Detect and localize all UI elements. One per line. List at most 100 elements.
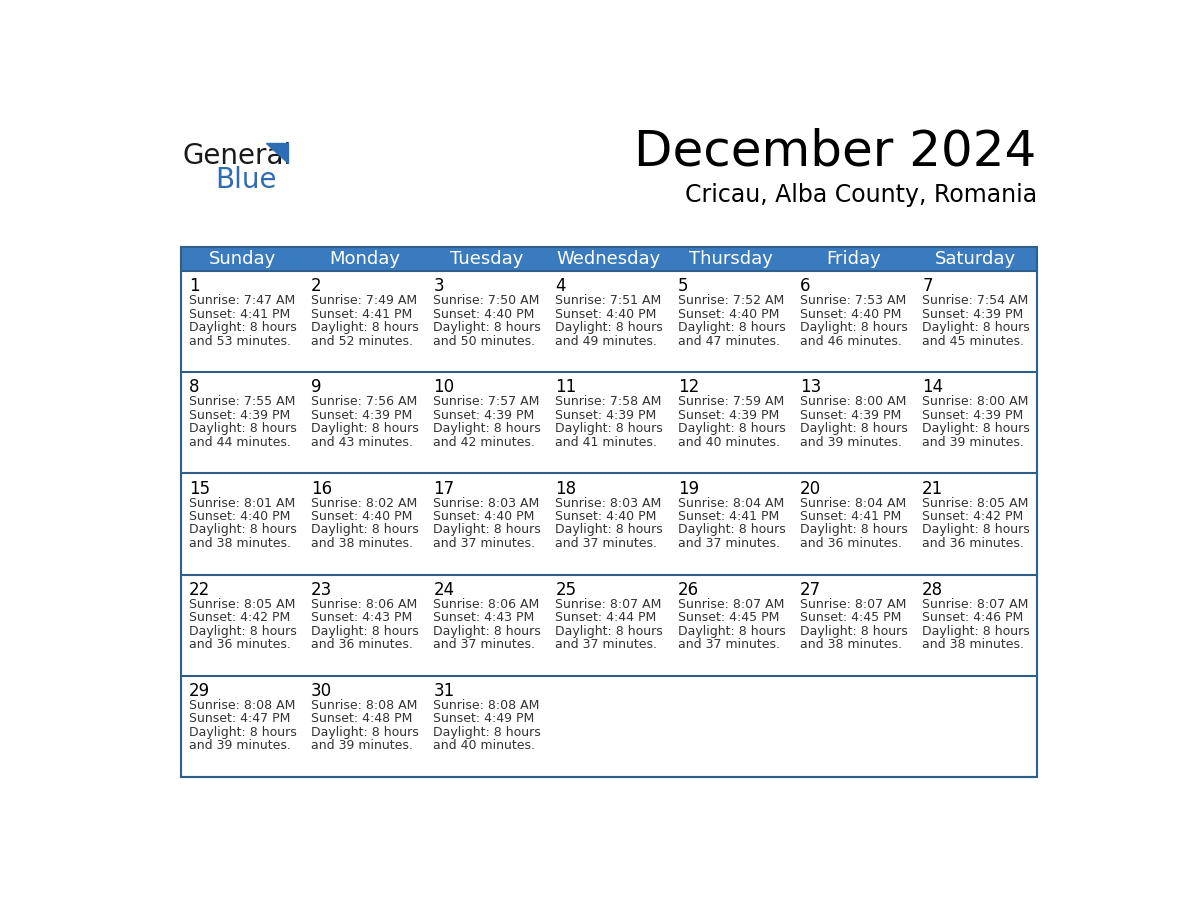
Bar bbox=[181, 575, 303, 676]
Bar bbox=[548, 474, 670, 575]
Text: and 41 minutes.: and 41 minutes. bbox=[556, 436, 657, 449]
Text: Daylight: 8 hours: Daylight: 8 hours bbox=[922, 624, 1030, 638]
Text: Sunrise: 8:06 AM: Sunrise: 8:06 AM bbox=[434, 598, 539, 610]
Text: Sunset: 4:45 PM: Sunset: 4:45 PM bbox=[677, 611, 779, 624]
Text: Sunset: 4:39 PM: Sunset: 4:39 PM bbox=[434, 409, 535, 422]
Text: Sunrise: 8:08 AM: Sunrise: 8:08 AM bbox=[434, 699, 539, 711]
Text: Daylight: 8 hours: Daylight: 8 hours bbox=[311, 726, 419, 739]
Text: and 39 minutes.: and 39 minutes. bbox=[189, 739, 291, 753]
Text: 24: 24 bbox=[434, 581, 454, 599]
Text: Cricau, Alba County, Romania: Cricau, Alba County, Romania bbox=[684, 184, 1037, 207]
Bar bbox=[181, 247, 1037, 777]
Text: Daylight: 8 hours: Daylight: 8 hours bbox=[556, 321, 663, 334]
Text: 30: 30 bbox=[311, 682, 333, 700]
Bar bbox=[670, 271, 792, 373]
Text: and 44 minutes.: and 44 minutes. bbox=[189, 436, 291, 449]
Text: 14: 14 bbox=[922, 378, 943, 397]
Text: and 36 minutes.: and 36 minutes. bbox=[311, 638, 413, 651]
Text: Sunrise: 8:02 AM: Sunrise: 8:02 AM bbox=[311, 497, 417, 509]
Bar bbox=[303, 474, 425, 575]
Text: and 37 minutes.: and 37 minutes. bbox=[434, 537, 536, 550]
Text: Blue: Blue bbox=[215, 165, 277, 194]
Text: Daylight: 8 hours: Daylight: 8 hours bbox=[311, 422, 419, 435]
Text: and 43 minutes.: and 43 minutes. bbox=[311, 436, 413, 449]
Text: and 37 minutes.: and 37 minutes. bbox=[677, 537, 779, 550]
Text: and 36 minutes.: and 36 minutes. bbox=[922, 537, 1024, 550]
Bar bbox=[792, 373, 915, 474]
Bar bbox=[303, 373, 425, 474]
Bar bbox=[425, 575, 548, 676]
Text: 12: 12 bbox=[677, 378, 699, 397]
Text: 25: 25 bbox=[556, 581, 576, 599]
Bar bbox=[425, 474, 548, 575]
Text: Daylight: 8 hours: Daylight: 8 hours bbox=[434, 422, 541, 435]
Bar bbox=[303, 575, 425, 676]
Text: 11: 11 bbox=[556, 378, 576, 397]
Text: and 36 minutes.: and 36 minutes. bbox=[800, 537, 902, 550]
Bar bbox=[303, 676, 425, 777]
Text: 22: 22 bbox=[189, 581, 210, 599]
Bar bbox=[915, 575, 1037, 676]
Text: Daylight: 8 hours: Daylight: 8 hours bbox=[677, 624, 785, 638]
Text: Sunset: 4:41 PM: Sunset: 4:41 PM bbox=[311, 308, 412, 320]
Text: Sunrise: 8:01 AM: Sunrise: 8:01 AM bbox=[189, 497, 295, 509]
Text: Sunset: 4:40 PM: Sunset: 4:40 PM bbox=[434, 308, 535, 320]
Text: Daylight: 8 hours: Daylight: 8 hours bbox=[800, 624, 908, 638]
Bar bbox=[181, 247, 1037, 271]
Text: Daylight: 8 hours: Daylight: 8 hours bbox=[189, 523, 297, 536]
Text: Sunset: 4:41 PM: Sunset: 4:41 PM bbox=[189, 308, 290, 320]
Text: Wednesday: Wednesday bbox=[557, 250, 661, 268]
Text: Sunrise: 8:05 AM: Sunrise: 8:05 AM bbox=[922, 497, 1029, 509]
Bar bbox=[792, 575, 915, 676]
Text: Sunset: 4:39 PM: Sunset: 4:39 PM bbox=[556, 409, 657, 422]
Text: Thursday: Thursday bbox=[689, 250, 773, 268]
Text: Sunset: 4:40 PM: Sunset: 4:40 PM bbox=[556, 308, 657, 320]
Text: Daylight: 8 hours: Daylight: 8 hours bbox=[677, 523, 785, 536]
Bar bbox=[915, 373, 1037, 474]
Bar bbox=[425, 676, 548, 777]
Bar bbox=[425, 373, 548, 474]
Text: Monday: Monday bbox=[329, 250, 400, 268]
Text: Sunset: 4:48 PM: Sunset: 4:48 PM bbox=[311, 712, 412, 725]
Text: Sunset: 4:40 PM: Sunset: 4:40 PM bbox=[311, 510, 412, 523]
Text: 31: 31 bbox=[434, 682, 455, 700]
Text: Sunset: 4:43 PM: Sunset: 4:43 PM bbox=[434, 611, 535, 624]
Text: Daylight: 8 hours: Daylight: 8 hours bbox=[677, 422, 785, 435]
Text: 3: 3 bbox=[434, 277, 444, 296]
Bar bbox=[425, 271, 548, 373]
Text: Sunset: 4:40 PM: Sunset: 4:40 PM bbox=[189, 510, 290, 523]
Text: Sunset: 4:43 PM: Sunset: 4:43 PM bbox=[311, 611, 412, 624]
Bar bbox=[548, 271, 670, 373]
Text: Sunset: 4:39 PM: Sunset: 4:39 PM bbox=[677, 409, 779, 422]
Text: 1: 1 bbox=[189, 277, 200, 296]
Text: Daylight: 8 hours: Daylight: 8 hours bbox=[311, 523, 419, 536]
Text: 26: 26 bbox=[677, 581, 699, 599]
Text: Sunrise: 8:07 AM: Sunrise: 8:07 AM bbox=[922, 598, 1029, 610]
Text: 20: 20 bbox=[800, 479, 821, 498]
Text: Sunset: 4:44 PM: Sunset: 4:44 PM bbox=[556, 611, 657, 624]
Text: and 39 minutes.: and 39 minutes. bbox=[922, 436, 1024, 449]
Text: Daylight: 8 hours: Daylight: 8 hours bbox=[922, 422, 1030, 435]
Text: Sunrise: 8:00 AM: Sunrise: 8:00 AM bbox=[800, 396, 906, 409]
Text: Daylight: 8 hours: Daylight: 8 hours bbox=[556, 624, 663, 638]
Text: Sunset: 4:42 PM: Sunset: 4:42 PM bbox=[189, 611, 290, 624]
Text: Sunrise: 7:58 AM: Sunrise: 7:58 AM bbox=[556, 396, 662, 409]
Text: Sunrise: 8:03 AM: Sunrise: 8:03 AM bbox=[434, 497, 539, 509]
Bar bbox=[915, 474, 1037, 575]
Text: Sunset: 4:40 PM: Sunset: 4:40 PM bbox=[800, 308, 902, 320]
Text: General: General bbox=[183, 142, 292, 171]
Text: Daylight: 8 hours: Daylight: 8 hours bbox=[556, 523, 663, 536]
Text: Daylight: 8 hours: Daylight: 8 hours bbox=[556, 422, 663, 435]
Bar bbox=[670, 676, 792, 777]
Text: and 38 minutes.: and 38 minutes. bbox=[189, 537, 291, 550]
Text: 6: 6 bbox=[800, 277, 810, 296]
Text: and 38 minutes.: and 38 minutes. bbox=[311, 537, 413, 550]
Text: and 52 minutes.: and 52 minutes. bbox=[311, 335, 413, 348]
Text: Sunset: 4:46 PM: Sunset: 4:46 PM bbox=[922, 611, 1023, 624]
Bar bbox=[670, 575, 792, 676]
Text: Daylight: 8 hours: Daylight: 8 hours bbox=[434, 523, 541, 536]
Text: and 37 minutes.: and 37 minutes. bbox=[677, 638, 779, 651]
Text: and 39 minutes.: and 39 minutes. bbox=[311, 739, 413, 753]
Text: Sunset: 4:41 PM: Sunset: 4:41 PM bbox=[677, 510, 779, 523]
Text: and 47 minutes.: and 47 minutes. bbox=[677, 335, 779, 348]
